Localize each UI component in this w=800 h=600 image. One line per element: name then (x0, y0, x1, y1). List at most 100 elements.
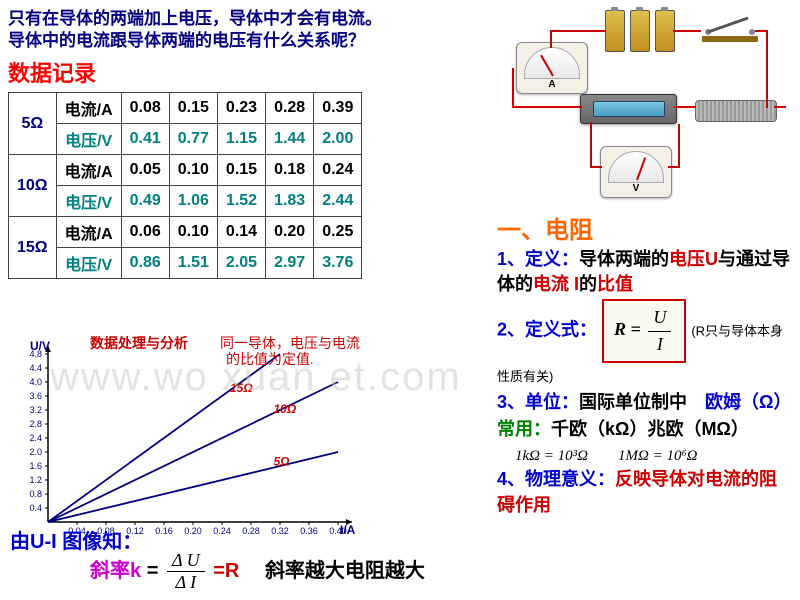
current-label-cell: 电流/A (56, 93, 121, 124)
conv2: 1MΩ = 10⁶Ω (618, 448, 698, 464)
voltage-label-cell: 电压/V (56, 124, 121, 155)
svg-text:同一导体，电压与电流: 同一导体，电压与电流 (220, 336, 360, 352)
voltmeter-label: V (601, 183, 671, 194)
txt: 欧姆（Ω） (705, 392, 791, 412)
voltage-cell: 0.86 (121, 248, 169, 279)
voltage-cell: 2.97 (266, 248, 314, 279)
txt: 电压U (669, 249, 718, 269)
current-cell: 0.28 (266, 93, 314, 124)
def-2: 2、定义式： R = U I (R只与导体本身性质有关) (497, 299, 792, 388)
voltage-cell: 1.51 (169, 248, 217, 279)
current-cell: 0.23 (217, 93, 265, 124)
formula-box: R = U I (602, 299, 686, 362)
voltmeter-icon: V (600, 146, 672, 198)
svg-text:4.4: 4.4 (29, 363, 42, 373)
txt: 导体两端的 (579, 249, 669, 269)
svg-text:数据处理与分析: 数据处理与分析 (90, 336, 188, 352)
slope-den: Δ I (167, 572, 205, 593)
svg-text:1.2: 1.2 (29, 475, 42, 485)
svg-text:3.6: 3.6 (29, 391, 42, 401)
def-prefix: 3、单位： (497, 392, 579, 412)
current-cell: 0.18 (266, 155, 314, 186)
ammeter-label: A (517, 79, 587, 90)
current-cell: 0.15 (169, 93, 217, 124)
conv1: 1kΩ = 10³Ω (515, 448, 588, 464)
svg-text:0.28: 0.28 (242, 526, 260, 536)
svg-text:0.8: 0.8 (29, 489, 42, 499)
voltage-cell: 2.44 (314, 186, 362, 217)
svg-text:2.4: 2.4 (29, 433, 42, 443)
circuit-diagram: A V (510, 6, 790, 206)
rheostat-icon (695, 100, 777, 122)
current-cell: 0.24 (314, 155, 362, 186)
voltage-cell: 1.44 (266, 124, 314, 155)
formula-den: I (648, 332, 671, 357)
slope-num: Δ U (167, 550, 205, 572)
def-prefix: 1、定义： (497, 249, 579, 269)
txt: 比值 (597, 274, 633, 294)
current-label-cell: 电流/A (56, 155, 121, 186)
ui-chart: 0.40.81.21.62.02.42.83.23.64.04.44.80.04… (6, 336, 386, 546)
current-cell: 0.10 (169, 155, 217, 186)
current-cell: 0.14 (217, 217, 265, 248)
definitions-section: 一、电阻 1、定义：导体两端的电压U与通过导体的电流 I的比值 2、定义式： R… (497, 210, 792, 520)
svg-text:3.2: 3.2 (29, 405, 42, 415)
def-4: 4、物理意义：反映导体对电流的阻碍作用 (497, 467, 792, 517)
svg-text:5Ω: 5Ω (274, 455, 291, 469)
battery-icon (655, 10, 675, 52)
formula-num: U (648, 305, 671, 331)
common-label: 常用： (497, 419, 551, 439)
current-cell: 0.15 (217, 155, 265, 186)
svg-text:0.4: 0.4 (29, 503, 42, 513)
def-3: 3、单位：国际单位制中 欧姆（Ω） (497, 390, 792, 415)
svg-text:0.16: 0.16 (155, 526, 173, 536)
txt: 千欧（kΩ）兆欧（MΩ） (551, 419, 749, 439)
resistor-icon (580, 94, 677, 124)
svg-text:1.6: 1.6 (29, 461, 42, 471)
formula-lhs: R (614, 319, 626, 339)
svg-text:2.8: 2.8 (29, 419, 42, 429)
formula-eq: = (631, 319, 641, 339)
ammeter-icon: A (516, 42, 588, 94)
voltage-cell: 1.15 (217, 124, 265, 155)
current-cell: 0.06 (121, 217, 169, 248)
section-header: 一、电阻 (497, 210, 792, 245)
voltage-cell: 1.52 (217, 186, 265, 217)
current-cell: 0.39 (314, 93, 362, 124)
voltage-cell: 2.05 (217, 248, 265, 279)
data-table: 5Ω电流/A0.080.150.230.280.39电压/V0.410.771.… (8, 92, 362, 279)
current-cell: 0.10 (169, 217, 217, 248)
voltage-cell: 0.49 (121, 186, 169, 217)
chart-area: 0.40.81.21.62.02.42.83.23.64.04.44.80.04… (6, 336, 386, 546)
svg-text:2.0: 2.0 (29, 447, 42, 457)
battery-icon (630, 10, 650, 52)
txt: 国际单位制中 (579, 392, 687, 412)
current-cell: 0.20 (266, 217, 314, 248)
txt: 的 (579, 274, 597, 294)
def-3b: 常用：千欧（kΩ）兆欧（MΩ） (497, 417, 792, 442)
battery-icon (605, 10, 625, 52)
current-cell: 0.25 (314, 217, 362, 248)
svg-text:I/A: I/A (340, 523, 356, 537)
txt: 电流 I (533, 274, 579, 294)
unit-conversions: 1kΩ = 10³Ω 1MΩ = 10⁶Ω (515, 444, 792, 465)
voltage-cell: 0.41 (121, 124, 169, 155)
def-prefix: 4、物理意义： (497, 469, 615, 489)
voltage-cell: 2.00 (314, 124, 362, 155)
resistance-cell: 10Ω (9, 155, 57, 217)
voltage-cell: 0.77 (169, 124, 217, 155)
conclusion: 斜率越大电阻越大 (265, 560, 425, 582)
voltage-cell: 3.76 (314, 248, 362, 279)
svg-text:0.36: 0.36 (300, 526, 318, 536)
svg-text:的比值为定值.: 的比值为定值. (226, 352, 314, 368)
slope-formula: 斜率k = Δ U Δ I =R 斜率越大电阻越大 (90, 550, 425, 593)
svg-text:4.0: 4.0 (29, 377, 42, 387)
slope-k: 斜率k (90, 560, 141, 582)
voltage-cell: 1.83 (266, 186, 314, 217)
svg-text:0.20: 0.20 (184, 526, 202, 536)
formula-fraction: U I (648, 305, 671, 356)
eq: = (147, 560, 159, 582)
def-1: 1、定义：导体两端的电压U与通过导体的电流 I的比值 (497, 247, 792, 297)
resistance-cell: 5Ω (9, 93, 57, 155)
voltage-cell: 1.06 (169, 186, 217, 217)
